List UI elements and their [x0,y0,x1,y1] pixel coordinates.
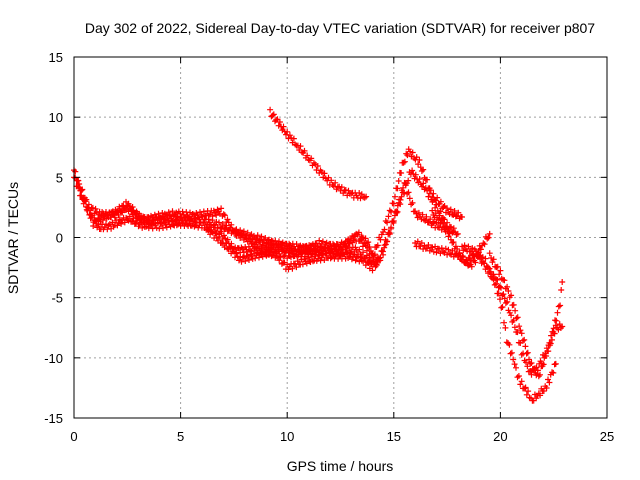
x-tick-label: 0 [70,429,77,444]
y-axis-label: SDTVAR / TECUs [5,182,21,294]
y-axis: -15 -10 -5 0 5 10 15 [44,50,607,426]
plus-marker-trace [486,250,566,380]
x-tick-label: 5 [177,429,184,444]
y-tick-label: 0 [56,231,63,246]
data-series [71,106,566,404]
x-axis: 0 5 10 15 20 25 [70,57,614,444]
y-tick-label: -5 [51,291,63,306]
plus-marker-trace [203,146,465,265]
x-tick-label: 10 [280,429,294,444]
plus-marker-trace [267,106,370,202]
y-tick-label: 10 [49,110,63,125]
y-tick-label: 5 [56,170,63,185]
y-tick-label: 15 [49,50,63,65]
series-track-5 [267,106,370,202]
series-track-2 [71,174,457,274]
grid-lines [74,57,607,418]
x-tick-label: 15 [387,429,401,444]
series-track-4 [203,146,465,265]
y-tick-label: -10 [44,351,63,366]
series-track-8 [459,242,559,404]
y-tick-label: -15 [44,411,63,426]
plus-marker-trace [71,174,457,274]
x-axis-label: GPS time / hours [287,458,394,474]
x-tick-label: 20 [493,429,507,444]
plus-marker-trace [459,242,559,404]
series-track-9 [486,250,566,380]
chart-title: Day 302 of 2022, Sidereal Day-to-day VTE… [85,20,595,36]
x-tick-label: 25 [600,429,614,444]
